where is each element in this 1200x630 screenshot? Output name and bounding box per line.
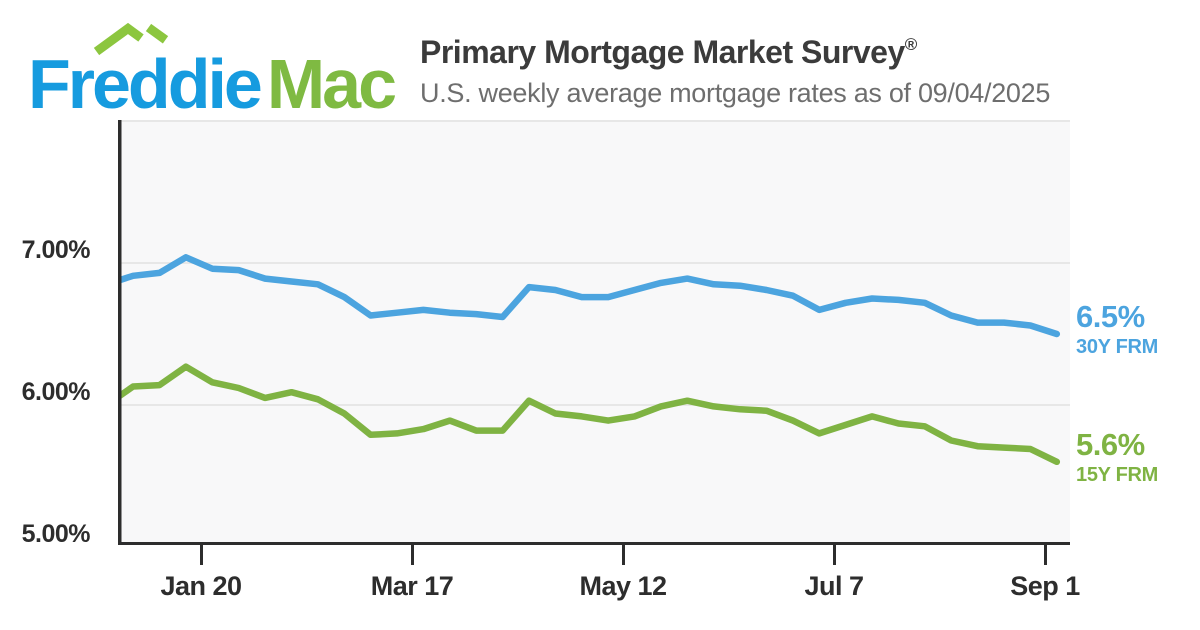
end-label-30y-frm: 6.5% 30Y FRM [1076,300,1200,360]
page-title: Primary Mortgage Market Survey® [420,26,1180,71]
x-tick-mark [833,545,836,565]
series-name-30y-frm: 30Y FRM [1076,336,1159,358]
page-subtitle: U.S. weekly average mortgage rates as of… [420,78,1051,108]
chart-plot-area [118,120,1070,545]
end-label-15y-frm: 5.6% 15Y FRM [1076,428,1200,488]
rates-line-chart [118,120,1070,545]
series-name-15y-frm: 15Y FRM [1076,464,1159,486]
y-tick-label-7: 7.00% [21,236,91,264]
logo-word-mac: Mac [266,45,397,123]
x-tick-label: Jul 7 [804,571,864,601]
logo-wordmark: Freddie Mac [28,49,397,119]
x-tick-mark [411,545,414,565]
x-tick-mark [622,545,625,565]
x-tick-label: Mar 17 [370,571,454,601]
logo-word-freddie: Freddie [28,45,263,123]
x-tick-label: Jan 20 [160,571,242,601]
roof-icon [93,22,169,56]
y-axis-line [118,120,122,545]
y-tick-label-6: 6.00% [21,378,91,406]
x-tick-mark [1044,545,1047,565]
y-tick-label-5: 5.00% [21,520,91,548]
series-line-30y-frm [118,254,1061,338]
x-tick-label: May 12 [579,571,667,601]
current-rate-30y-frm: 6.5% [1076,299,1145,334]
series-line-15y-frm [118,363,1061,466]
x-tick-mark [200,545,203,565]
header-titles: Primary Mortgage Market Survey® U.S. wee… [420,26,1180,109]
title-text: Primary Mortgage Market Survey [420,34,905,70]
x-axis-line [118,542,1070,545]
freddie-mac-logo: Freddie Mac [28,8,398,119]
registered-mark: ® [904,35,918,54]
current-rate-15y-frm: 5.6% [1076,427,1145,462]
x-tick-label: Sep 1 [1010,571,1080,601]
